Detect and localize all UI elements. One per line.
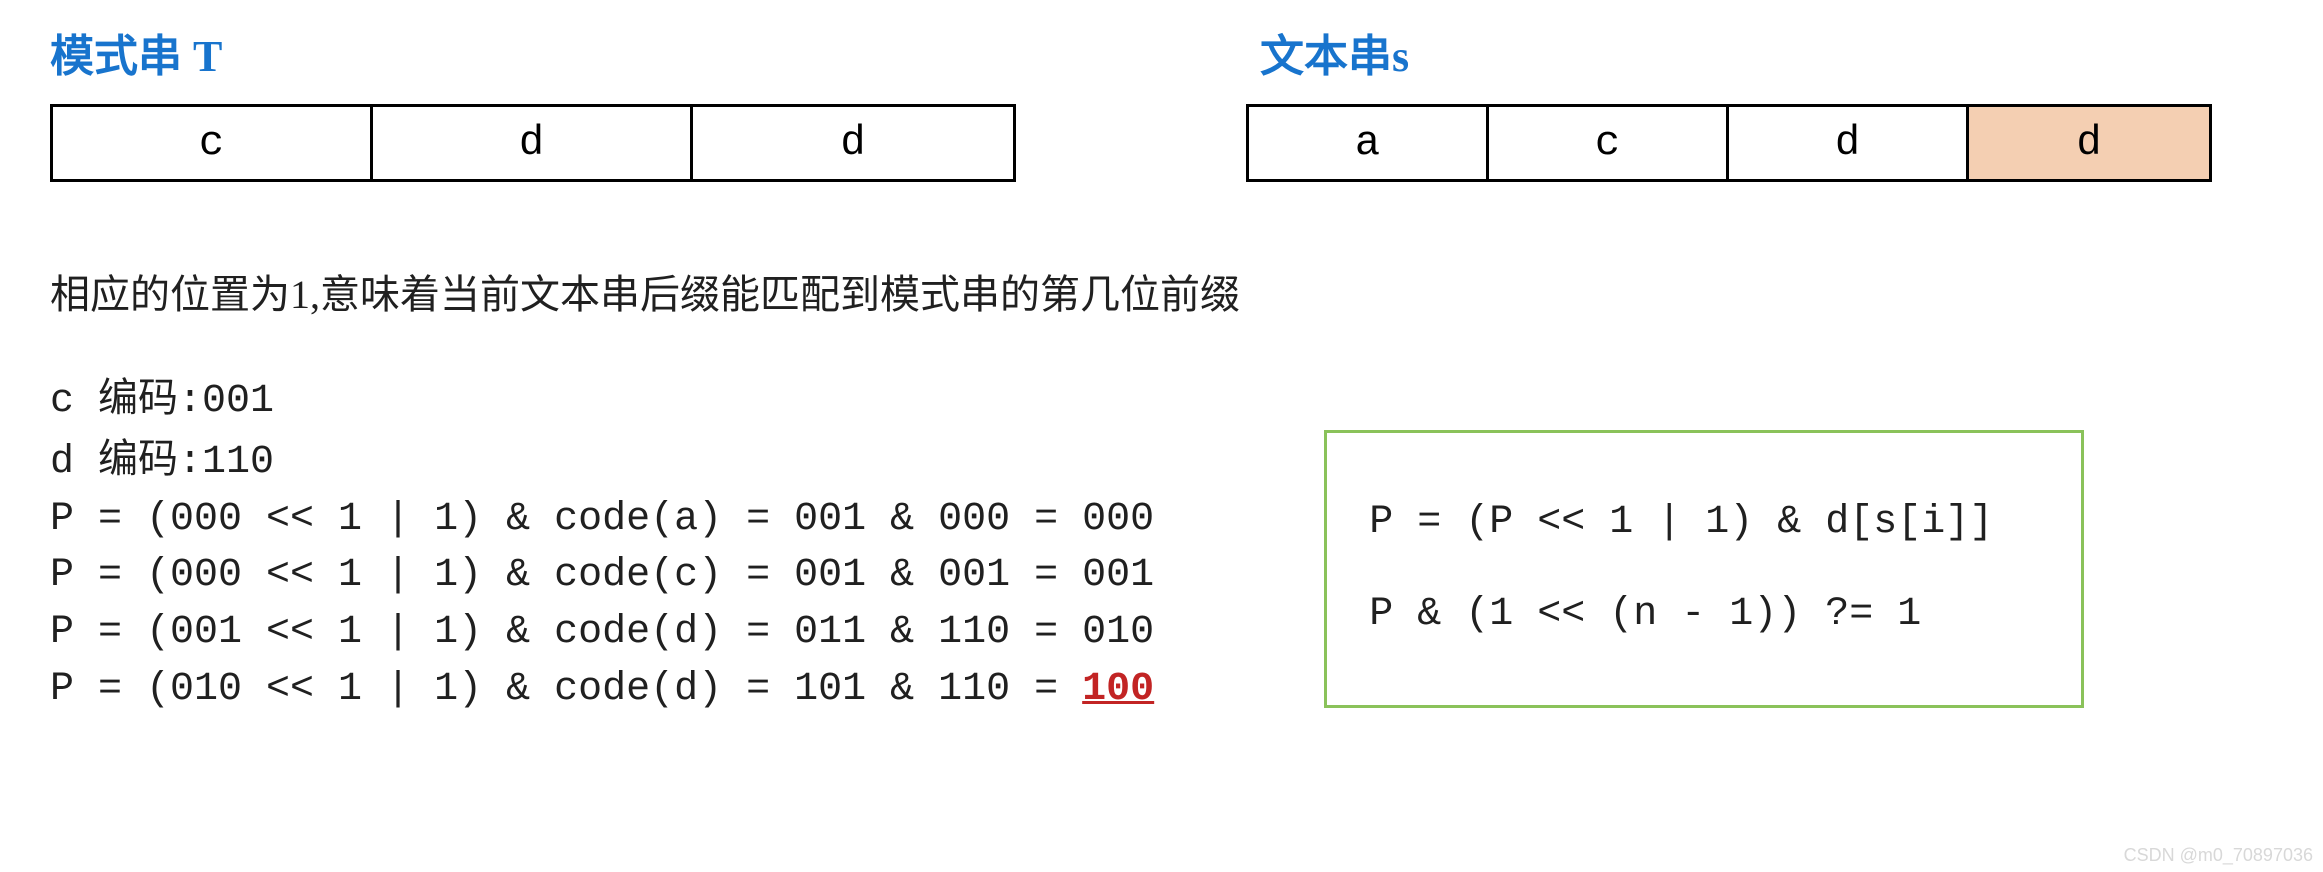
text-cell: c [1489, 107, 1729, 179]
pattern-heading: 模式串 T [50, 20, 1010, 84]
formula-box: P = (P << 1 | 1) & d[s[i]] P & (1 << (n … [1324, 430, 2084, 708]
header-row: 模式串 T 文本串s [40, 20, 2283, 84]
code-block: c 编码:001d 编码:110P = (000 << 1 | 1) & cod… [50, 370, 1154, 719]
text-cell: d [1969, 107, 2209, 179]
text-heading: 文本串s [1260, 20, 1409, 84]
pattern-cell: d [373, 107, 693, 179]
watermark: CSDN @m0_70897036 [2124, 845, 2313, 866]
text-cell: a [1249, 107, 1489, 179]
step-line: P = (010 << 1 | 1) & code(d) = 101 & 110… [50, 662, 1154, 719]
tables-row: cdd acdd [50, 104, 2283, 182]
formula-line-1: P = (P << 1 | 1) & d[s[i]] [1369, 477, 2039, 569]
encoding-line: d 编码:110 [50, 431, 1154, 492]
text-cell: d [1729, 107, 1969, 179]
text-table: acdd [1246, 104, 2212, 182]
bottom-row: c 编码:001d 编码:110P = (000 << 1 | 1) & cod… [50, 370, 2283, 719]
step-line: P = (000 << 1 | 1) & code(c) = 001 & 001… [50, 548, 1154, 605]
pattern-table: cdd [50, 104, 1016, 182]
encoding-line: c 编码:001 [50, 370, 1154, 431]
step-line: P = (001 << 1 | 1) & code(d) = 011 & 110… [50, 605, 1154, 662]
pattern-cell: c [53, 107, 373, 179]
description-line: 相应的位置为1,意味着当前文本串后缀能匹配到模式串的第几位前缀 [50, 262, 2283, 320]
step-line: P = (000 << 1 | 1) & code(a) = 001 & 000… [50, 492, 1154, 549]
pattern-cell: d [693, 107, 1013, 179]
emph-result: 100 [1082, 667, 1154, 712]
formula-line-2: P & (1 << (n - 1)) ?= 1 [1369, 569, 2039, 661]
